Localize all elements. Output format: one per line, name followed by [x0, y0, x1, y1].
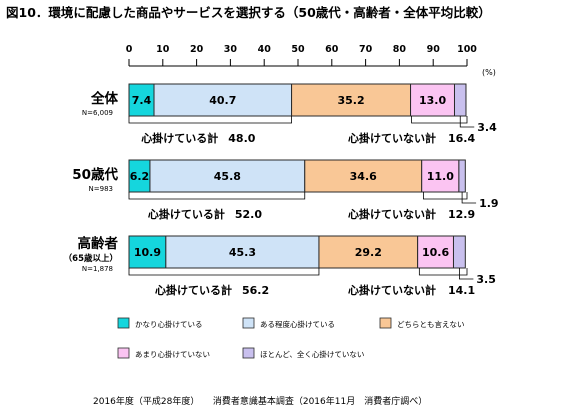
bar-segment — [291, 83, 412, 117]
notcare-total-value: 14.1 — [448, 284, 475, 297]
data-label: 45.8 — [214, 170, 241, 183]
data-label: 13.0 — [419, 94, 446, 107]
x-tick-label: 80 — [393, 44, 407, 55]
bar-segment — [410, 83, 455, 117]
notcare-bracket — [411, 116, 468, 124]
notcare-bracket — [422, 192, 468, 200]
notcare-total-label: 心掛けていない計 — [348, 207, 436, 221]
data-label: 45.3 — [229, 246, 256, 259]
sample-size: N=1,878 — [82, 265, 113, 273]
bar-segment — [304, 159, 423, 193]
x-tick-label: 60 — [325, 44, 339, 55]
plot-area: 全体 N=6,009 7.4 40.7 35.2 13.0 3.4 心掛けている計 48.0 心掛… — [64, 83, 499, 297]
data-label: 11.0 — [427, 170, 454, 183]
care-total-value: 52.0 — [235, 208, 262, 221]
callout-line — [458, 268, 474, 280]
source-note: 2016年度（平成28年度） 消費者意識基本調査（2016年11月 消費者庁調べ… — [93, 395, 427, 407]
data-label: 3.5 — [476, 273, 496, 286]
x-tick-label: 10 — [156, 44, 170, 55]
care-total-value: 48.0 — [228, 132, 255, 145]
notcare-total-value: 12.9 — [448, 208, 475, 221]
data-label: 40.7 — [209, 94, 236, 107]
legend-label: どちらとも言えない — [397, 319, 465, 329]
category-sublabel: （65歳以上） — [64, 253, 118, 264]
care-bracket — [128, 268, 320, 276]
sample-size: N=6,009 — [82, 109, 113, 117]
callout-line — [461, 192, 477, 204]
bar-segment — [153, 83, 293, 117]
x-tick-label: 0 — [126, 44, 133, 55]
legend-label: ある程度心掛けている — [260, 319, 335, 329]
notcare-total-label: 心掛けていない計 — [348, 131, 436, 145]
x-tick-label: 100 — [457, 44, 477, 55]
care-total-label: 心掛けている計 — [148, 207, 225, 221]
notcare-total-value: 16.4 — [448, 132, 475, 145]
legend-label: あまり心掛けていない — [135, 349, 210, 359]
bar-segment — [165, 235, 320, 269]
bar-segment — [453, 83, 467, 117]
data-label: 10.6 — [422, 246, 449, 259]
bar-segment — [417, 235, 454, 269]
data-label: 10.9 — [134, 246, 161, 259]
x-tick-label: 90 — [427, 44, 441, 55]
data-label: 7.4 — [132, 94, 152, 107]
chart-title: 図10．環境に配慮した商品やサービスを選択する（50歳代・高齢者・全体平均比較） — [6, 5, 491, 20]
care-total-label: 心掛けている計 — [141, 131, 218, 145]
sample-size: N=983 — [89, 185, 113, 193]
care-total-label: 心掛けている計 — [155, 283, 232, 297]
bar-segment — [149, 159, 306, 193]
legend-swatch — [379, 317, 392, 329]
data-label: 34.6 — [350, 170, 377, 183]
x-axis: 0 10 20 30 40 50 60 70 80 90 100 — [126, 44, 477, 67]
bar-segment — [452, 235, 466, 269]
legend-swatch — [117, 347, 130, 359]
x-tick-label: 50 — [291, 44, 305, 55]
x-tick-label: 20 — [190, 44, 204, 55]
legend-swatch — [242, 347, 255, 359]
data-label: 35.2 — [337, 94, 364, 107]
legend-swatch — [242, 317, 255, 329]
x-tick-label: 40 — [258, 44, 272, 55]
data-label: 6.2 — [130, 170, 150, 183]
legend-label: ほとんど、全く心掛けていない — [260, 349, 364, 359]
category-label: 全体 — [90, 90, 118, 107]
bar-segment — [458, 159, 466, 193]
bar-segment — [318, 235, 419, 269]
data-label: 3.4 — [477, 121, 497, 134]
data-label: 29.2 — [355, 246, 382, 259]
care-bracket — [128, 192, 306, 200]
notcare-bracket — [418, 268, 468, 276]
category-label: 50歳代 — [72, 166, 118, 183]
category-label: 高齢者 — [78, 235, 119, 252]
notcare-total-label: 心掛けていない計 — [348, 283, 436, 297]
unit-label: (%) — [482, 68, 496, 77]
x-tick-label: 30 — [224, 44, 238, 55]
data-label: 1.9 — [479, 197, 499, 210]
care-total-value: 56.2 — [242, 284, 269, 297]
legend-swatch — [117, 317, 130, 329]
care-bracket — [128, 116, 292, 124]
callout-line — [459, 116, 475, 128]
bar-segment — [128, 83, 155, 117]
x-tick-label: 70 — [359, 44, 373, 55]
bar-segment — [128, 235, 167, 269]
bar-segment — [421, 159, 460, 193]
legend-label: かなり心掛けている — [135, 319, 203, 329]
